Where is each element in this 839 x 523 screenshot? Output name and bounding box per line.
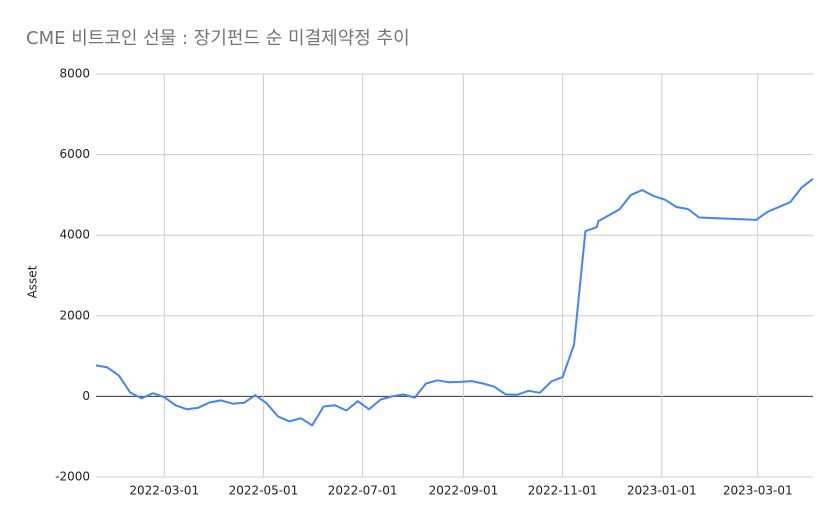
x-tick-label: 2022-11-01	[528, 484, 598, 498]
chart-title: CME 비트코인 선물 : 장기펀드 순 미결제약정 추이	[26, 28, 410, 49]
y-tick-label: 0	[82, 389, 90, 403]
x-tick-label: 2023-03-01	[723, 484, 793, 498]
y-tick-label: 8000	[59, 67, 90, 81]
x-tick-label: 2022-09-01	[429, 484, 499, 498]
y-tick-label: 2000	[59, 308, 90, 322]
x-tick-label: 2023-01-01	[627, 484, 697, 498]
x-tick-label: 2022-05-01	[229, 484, 299, 498]
y-axis-label: Asset	[26, 265, 40, 298]
y-tick-label: -2000	[55, 470, 90, 484]
y-tick-label: 4000	[59, 228, 90, 242]
y-tick-label: 6000	[59, 147, 90, 161]
data-line	[95, 178, 814, 427]
x-tick-label: 2022-03-01	[129, 484, 199, 498]
x-tick-label: 2022-07-01	[328, 484, 398, 498]
